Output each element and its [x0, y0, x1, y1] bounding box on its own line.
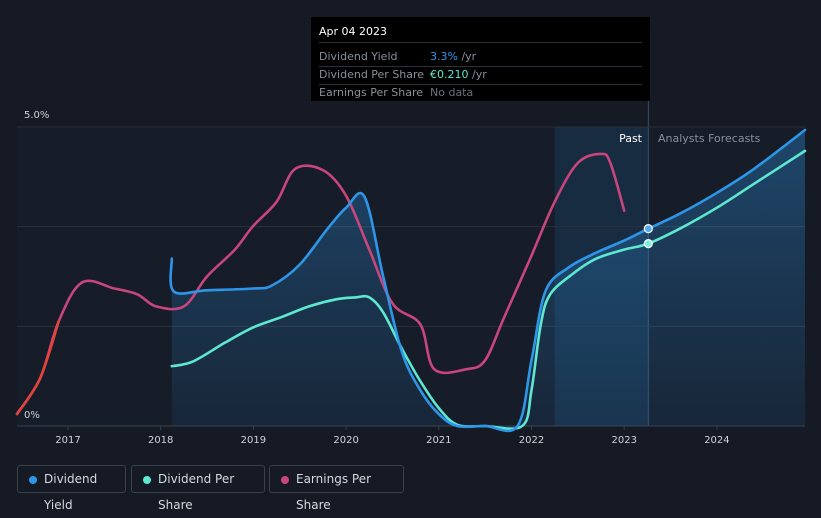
tooltip-row-earnings-per-share: Earnings Per Share No data: [319, 85, 473, 101]
tooltip-divider: [319, 84, 642, 85]
tooltip-row-dividend-yield: Dividend Yield 3.3% /yr: [319, 49, 476, 65]
dividend-per-share-marker: [643, 239, 653, 249]
x-tick-label: 2021: [426, 435, 451, 446]
legend-dot-icon: [29, 476, 37, 484]
analysts-forecasts-label: Analysts Forecasts: [658, 132, 761, 145]
tooltip-value: No data: [430, 86, 474, 99]
tooltip: Apr 04 2023 Dividend Yield 3.3% /yr Divid…: [311, 17, 650, 101]
tooltip-label: Earnings Per Share: [319, 86, 424, 99]
tooltip-unit: /yr: [457, 50, 477, 63]
x-tick-label: 2024: [704, 435, 729, 446]
x-axis-labels: 2017 2018 2019 2020 2021 2022 2023 2024: [55, 426, 730, 446]
x-tick-label: 2022: [519, 435, 544, 446]
dividend-yield-area: [170, 130, 806, 431]
legend-dot-icon: [281, 476, 289, 484]
series-fills: [170, 130, 806, 431]
tooltip-row-dividend-per-share: Dividend Per Share €0.210 /yr: [319, 67, 487, 83]
x-tick-label: 2018: [148, 435, 173, 446]
tooltip-value: €0.210: [430, 68, 469, 81]
x-tick-label: 2019: [241, 435, 266, 446]
x-tick-label: 2023: [611, 435, 636, 446]
tooltip-divider: [319, 42, 642, 43]
tooltip-value: 3.3%: [430, 50, 458, 63]
legend-dot-icon: [143, 476, 151, 484]
tooltip-divider: [319, 66, 642, 67]
legend-earnings-per-share[interactable]: Earnings Per Share: [269, 465, 404, 512]
x-tick-label: 2017: [55, 435, 80, 446]
dividend-yield-marker: [643, 224, 653, 234]
tooltip-unit: /yr: [468, 68, 487, 81]
tooltip-markers: [643, 224, 653, 249]
y-tick-label: 5.0%: [24, 110, 49, 121]
earnings-per-share-line: [15, 152, 626, 416]
x-tick-label: 2020: [333, 435, 358, 446]
y-axis-labels: 5.0% 0%: [24, 110, 49, 421]
legend-dividend-per-share[interactable]: Dividend Per Share: [131, 465, 265, 512]
tooltip-label: Dividend Per Share: [319, 68, 425, 81]
tooltip-date: Apr 04 2023: [319, 25, 388, 38]
earnings-per-share-negative-start-line: [15, 320, 60, 416]
legend-dividend-yield[interactable]: Dividend Yield: [17, 465, 126, 512]
tooltip-label: Dividend Yield: [319, 50, 398, 63]
y-tick-label: 0%: [24, 410, 40, 421]
past-label: Past: [619, 132, 643, 145]
